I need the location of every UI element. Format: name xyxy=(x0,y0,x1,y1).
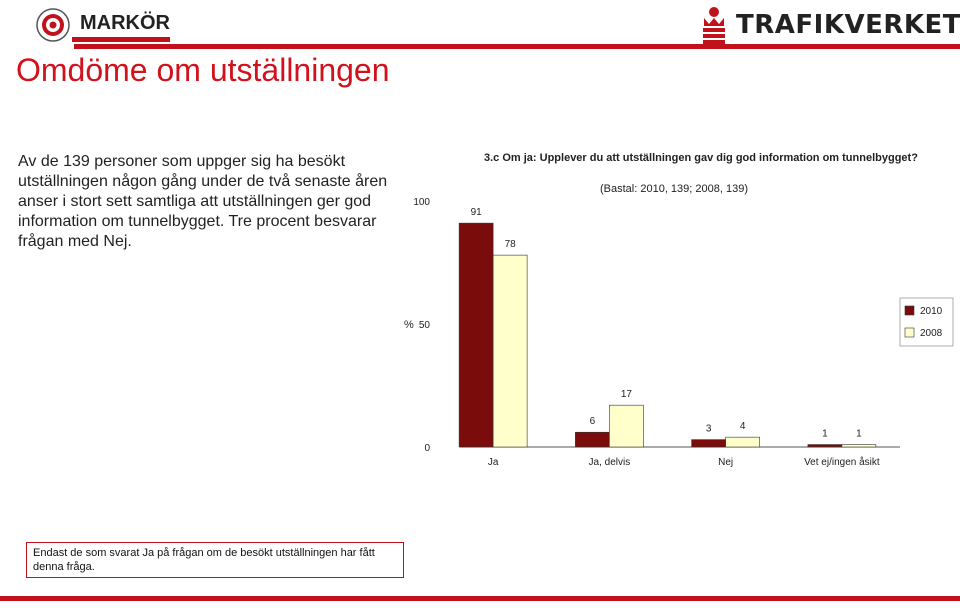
header-rule xyxy=(74,44,960,49)
category-label: Vet ej/ingen åsikt xyxy=(804,456,880,468)
section-label: MARKÖR xyxy=(72,4,170,42)
legend-swatch-2008 xyxy=(904,327,915,338)
chart-title: 3.c Om ja: Upplever du att utställningen… xyxy=(484,152,918,164)
bar-chart: 3.c Om ja: Upplever du att utställningen… xyxy=(404,152,954,468)
y-tick-label: 0 xyxy=(424,443,430,454)
data-label: 1 xyxy=(856,429,862,440)
bar-2008-2 xyxy=(725,436,760,448)
category-label: Ja xyxy=(488,457,499,468)
intro-text: Av de 139 personer som uppger sig ha bes… xyxy=(18,153,388,250)
chart-legend: 2010 2008 xyxy=(899,297,954,347)
brand-logo: TRAFIKVERKET xyxy=(694,0,960,50)
bar-2008-0 xyxy=(492,254,528,448)
y-axis-label: % xyxy=(404,319,414,331)
data-label: 3 xyxy=(706,424,712,435)
y-tick-label: 50 xyxy=(419,320,431,331)
legend-label: 2010 xyxy=(920,306,943,317)
data-label: 6 xyxy=(590,416,596,427)
category-label: Nej xyxy=(718,457,733,468)
legend-swatch-2010 xyxy=(904,305,915,316)
bar-2008-3 xyxy=(841,444,877,448)
data-label: 1 xyxy=(822,429,828,440)
category-label: Ja, delvis xyxy=(589,457,631,468)
data-label: 91 xyxy=(471,207,483,218)
data-label: 78 xyxy=(505,239,517,250)
footnote: Endast de som svarat Ja på frågan om de … xyxy=(26,542,404,578)
plot-area: 0 50 100 91 78 Ja 6 17 Ja, delvis 3 4 Nej 1 1 Vet ej/i… xyxy=(413,197,900,468)
data-label: 4 xyxy=(740,421,746,432)
bar-2008-1 xyxy=(609,404,644,448)
bar-2010-0 xyxy=(458,222,494,448)
crown-emblem-icon xyxy=(703,7,725,44)
bar-2010-3 xyxy=(807,444,843,448)
legend-label: 2008 xyxy=(920,328,943,339)
brand-name: TRAFIKVERKET xyxy=(736,10,960,40)
page-title: Omdöme om utställningen xyxy=(16,52,390,88)
legend-box xyxy=(899,297,954,347)
chart-subtitle: (Bastal: 2010, 139; 2008, 139) xyxy=(600,183,748,195)
target-icon xyxy=(36,8,70,42)
data-label: 17 xyxy=(621,389,633,400)
bar-2010-1 xyxy=(575,431,610,448)
bar-2010-2 xyxy=(691,439,726,448)
y-tick-label: 100 xyxy=(413,197,430,208)
footer-rule xyxy=(0,596,960,601)
